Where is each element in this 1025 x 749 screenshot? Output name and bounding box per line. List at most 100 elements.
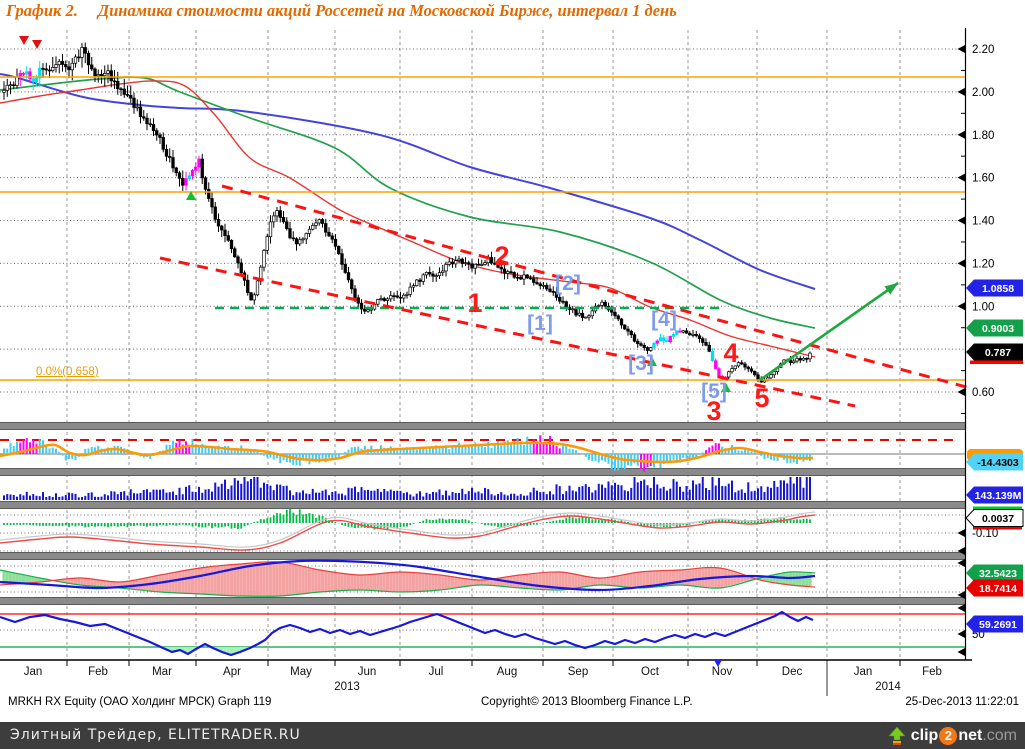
copyright-text: Copyright© 2013 Bloomberg Finance L.P. [481, 696, 693, 708]
value-tags: 1.0858 0.9003 0.787 -14.4303 143.139M 0.0037 3… [965, 279, 1024, 633]
elliott-wave-label-blue: [5] [701, 380, 727, 403]
elliott-wave-label-red: 1 [467, 288, 482, 318]
trendline-dashed [221, 184, 971, 390]
dmi-minus-line [0, 561, 816, 588]
dmi-plus-line [0, 569, 816, 597]
chart-title-prefix: График 2. [6, 1, 78, 20]
rsi-last-value: 59.2691 [979, 619, 1017, 631]
logo-text-net: net [958, 726, 983, 744]
month-label: Feb [88, 666, 108, 678]
macd-last-value: 0.0037 [982, 513, 1014, 525]
macd-signal-line [0, 511, 816, 548]
timestamp: 25-Dec-2013 11:22:01 [905, 696, 1019, 708]
panel-separators [0, 422, 965, 605]
month-label: May [290, 666, 312, 678]
sma200-line [0, 73, 816, 290]
elliott-wave-label-red: 3 [706, 396, 721, 426]
month-label: Mar [152, 666, 172, 678]
volume-last-value: 143.139M [975, 490, 1022, 502]
chart-annotations: 0.0%(0.658) 21 43 5 [2][1] [4] [3] [5] [0, 36, 971, 426]
month-label: Feb [922, 666, 942, 678]
right-axis-tick-label: 0.60 [972, 387, 994, 399]
elliott-wave-label-blue: [4] [651, 308, 677, 331]
indicator-fills [2, 562, 812, 655]
chart-title-text: Динамика стоимости акций Россетей на Мос… [97, 1, 677, 20]
macd-last-tag [965, 509, 1024, 527]
month-label: Sep [568, 666, 588, 678]
right-axis-tick-label: 1.20 [972, 258, 994, 270]
footer-brand: Элитный Трейдер, ELITETRADER.RU [10, 727, 301, 743]
clip2net-logo[interactable]: clip 2 net .com [886, 724, 1017, 747]
status-bar: MRKH RX Equity (ОАО Холдинг МРСК) Graph … [0, 696, 1025, 713]
time-axis: Jan Feb Mar Apr May Jun Jul Aug Sep Oct Nov Dec Jan F… [0, 659, 972, 696]
logo-text-clip: clip [910, 726, 939, 744]
moving-averages [0, 73, 816, 358]
ticker-status: MRKH RX Equity (ОАО Холдинг МРСК) Graph … [8, 696, 272, 708]
right-axis-tick-label: 1.60 [972, 173, 994, 185]
oscillator-signal-line [0, 441, 814, 464]
month-label: Jun [358, 666, 377, 678]
right-axis-tick-label: 2.00 [972, 87, 994, 99]
last-price-tag [966, 343, 1023, 361]
logo-badge-2: 2 [939, 726, 958, 745]
month-label: Apr [223, 666, 241, 678]
dmi-plus-last-tag [966, 564, 1023, 582]
month-label: Oct [641, 666, 660, 678]
dmi-minus-last-value: 18.7414 [979, 583, 1017, 595]
event-flag-icon [714, 660, 722, 667]
chart-title: График 2. Динамика стоимости акций Россет… [6, 1, 677, 21]
month-label: Jan [24, 666, 43, 678]
logo-text-com: .com [982, 726, 1017, 744]
sma100-line [0, 76, 816, 329]
footer-bar: Элитный Трейдер, ELITETRADER.RU clip 2 n… [0, 722, 1025, 749]
month-label: Jul [429, 666, 444, 678]
sma100-last-tag [966, 319, 1023, 337]
forecast-arrow [759, 281, 899, 382]
elliott-wave-label-red: 2 [494, 241, 509, 271]
sma200-last-value: 1.0858 [982, 283, 1014, 295]
oscillator-last-tag [966, 453, 1023, 471]
month-label: Dec [782, 666, 803, 678]
sma200-last-tag [966, 279, 1023, 297]
adx-line [0, 559, 816, 592]
candles [2, 42, 812, 383]
elliott-wave-label-red: 4 [723, 338, 738, 368]
chart-canvas: 0.0%(0.658) 21 43 5 [2][1] [4] [3] [5] 2.20 2.00 1… [0, 28, 1024, 696]
year-label: 2014 [875, 681, 901, 693]
right-axis-tick-label: 1.00 [972, 301, 994, 313]
sma100-last-value: 0.9003 [982, 323, 1014, 335]
elliott-wave-label-blue: [1] [527, 312, 553, 335]
upload-arrow-icon [888, 726, 906, 745]
buy-signal-triangle [721, 383, 731, 392]
panel-axis-label: -0.10 [972, 528, 998, 540]
sma50-line [0, 80, 816, 358]
right-axis-tick-label: 1.40 [972, 216, 994, 228]
month-label: Aug [497, 666, 517, 678]
trendline-dashed [159, 256, 856, 408]
buy-signal-triangle [186, 191, 196, 200]
macd-line [0, 514, 816, 551]
right-axis-tick-label: 2.20 [972, 44, 994, 56]
sell-signal-triangle [19, 36, 29, 45]
elliott-wave-label-blue: [3] [628, 352, 654, 375]
elliott-wave-label-blue: [2] [555, 272, 581, 295]
rsi-line [0, 610, 814, 657]
dmi-plus-last-value: 32.5423 [979, 568, 1017, 580]
volume-last-tag [966, 486, 1023, 504]
elliott-wave-label-red: 5 [754, 383, 769, 413]
month-label: Nov [712, 666, 733, 678]
rsi-last-tag [966, 615, 1023, 633]
fib-level-label: 0.0%(0.658) [36, 366, 99, 378]
gridlines [0, 30, 965, 658]
right-axis-tick-label: 1.80 [972, 130, 994, 142]
volume-bars [3, 477, 811, 500]
dmi-minus-last-tag [966, 579, 1023, 597]
buy-signal-triangle [647, 357, 657, 366]
last-price-value: 0.787 [985, 347, 1011, 359]
sell-signal-triangle [32, 40, 42, 49]
oscillator-last-value: -14.4303 [977, 457, 1019, 469]
year-label: 2013 [334, 681, 360, 693]
indicator-lines [0, 441, 816, 657]
